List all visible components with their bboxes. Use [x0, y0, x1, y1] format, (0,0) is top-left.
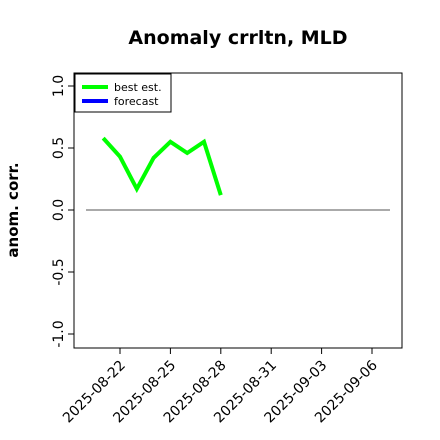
y-tick-label: 0.0 — [51, 199, 67, 221]
series-layer — [101, 136, 223, 196]
legend-box — [74, 73, 172, 113]
chart-title: Anomaly crrltn, MLD — [128, 27, 347, 49]
series-line-0 — [101, 136, 223, 196]
y-axis-label: anom. corr. — [4, 162, 22, 257]
x-axis: 2025-08-222025-08-252025-08-282025-08-31… — [60, 348, 381, 426]
legend: best est. forecast — [74, 73, 172, 113]
y-tick-label: 0.5 — [51, 137, 67, 159]
y-tick-label: -0.5 — [51, 258, 67, 285]
y-axis: -1.0 -0.5 0.0 0.5 1.0 — [51, 75, 74, 348]
legend-label-forecast: forecast — [114, 95, 159, 108]
legend-label-best-est: best est. — [114, 81, 162, 94]
y-tick-label: 1.0 — [51, 75, 67, 97]
y-tick-label: -1.0 — [51, 320, 67, 347]
